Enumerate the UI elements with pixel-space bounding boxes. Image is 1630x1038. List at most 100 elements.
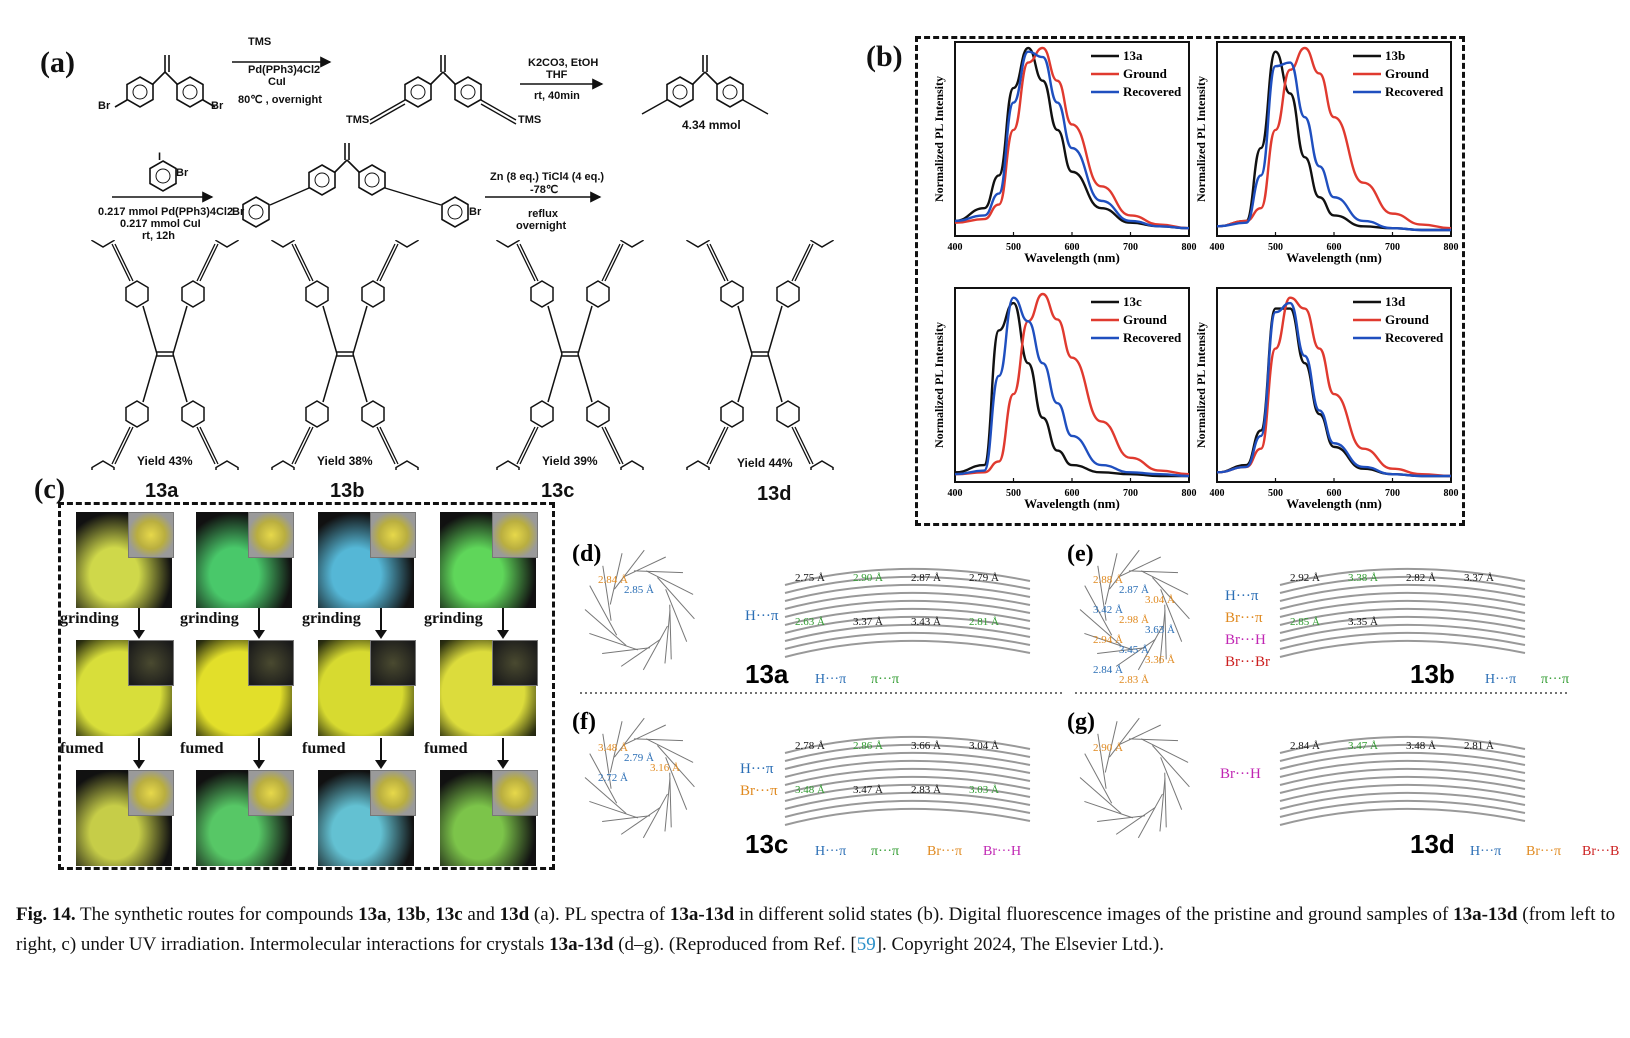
interaction-legend-item: π···π [871,844,899,859]
catalyst-label: 0.217 mmol Pd(PPh3)4Cl2 [98,206,234,218]
molecule-bond [1079,777,1122,814]
contact-distance: 2.63 Å [795,616,825,628]
series-line-ground [1216,296,1452,478]
molecule-bond [1117,556,1161,578]
x-tick-label: 800 [1182,488,1197,499]
contact-distance: 2.90 Å [853,572,883,584]
molecule-bond [1160,589,1183,642]
contact-distance: 2.98 Å [1119,614,1149,626]
bis-tms-benzophenone [369,55,517,125]
fluorescence-photo-fumed [196,770,292,866]
molecule-bond [584,609,627,646]
reference-link[interactable]: 59 [856,934,876,955]
crystal-packing [1279,735,1526,826]
cocatalyst-label: CuI [268,76,286,88]
process-arrow-icon [380,608,382,632]
molecule-chain [1279,623,1526,642]
molecule-bond [589,800,639,819]
process-arrow-icon [502,738,504,762]
crystal-packing [784,735,1031,826]
panel-label: (f) [572,709,596,735]
crystal-packing [784,567,1031,658]
tms-reagent: TMS [248,36,272,48]
crystal-packing [1279,567,1526,658]
caption-compound: 13a-13d [549,934,614,955]
contact-distance: 2.82 Å [1406,572,1436,584]
x-tick-label: 500 [1268,488,1283,499]
molecule-chain [1279,599,1526,618]
arrow-head-icon [253,630,265,639]
molecule-bond [1159,777,1166,832]
contact-distance: 2.87 Å [1119,584,1149,596]
molecule-bond [614,549,645,590]
contact-distance: 3.43 Å [911,616,941,628]
contact-distance: 2.88 Å [1093,574,1123,586]
crystal-structures: (d)2.84 Å2.85 Å2.75 Å 2.90 Å 2.87 Å 2.79 Å2… [572,541,1624,859]
molecule-bond [1097,647,1146,655]
x-tick-label: 800 [1182,242,1197,253]
contact-distance: 3.36 Å [1145,654,1175,666]
molecule-bond [1159,609,1166,664]
molecule-chain [784,607,1031,626]
crystal-compound-label: 13a [745,659,789,689]
fluorescence-grid: grinding fumed grinding fumed grinding fumed g… [58,502,555,870]
temperature-label: -78℃ [530,184,559,196]
fluorescence-photo-pristine [440,512,536,608]
arrow-head-icon [253,760,265,769]
fumed-label: fumed [180,740,224,757]
x-axis-label: Wavelength (nm) [1286,496,1382,511]
interaction-legend-item: Br···Br [1225,654,1270,670]
molecule-bond [1109,549,1140,590]
interaction-legend-item: Br···H [1225,632,1266,648]
contact-distance: 2.78 Å [795,740,825,752]
daylight-inset-photo [370,512,416,558]
molecule-chain [1279,799,1526,818]
molecule-chain [784,567,1031,586]
structure-13a [91,240,239,470]
molecule-chain [1279,743,1526,762]
panel-g: (g) 2.90 Å 2.84 Å 3.47 Å 3.48 Å 2.81 Å Br···H 1… [1067,709,1624,859]
mcmurry-reagent: Zn (8 eq.) TiCl4 (4 eq.) [490,171,605,183]
yield-13b: Yield 38% [317,454,373,468]
molecule-bond [1152,577,1190,620]
interaction-legend-item: π···π [1541,672,1569,687]
molecule-chain [1279,783,1526,802]
arrow-head-icon [375,760,387,769]
molecule-bond [1104,721,1118,773]
molecule-chain [784,807,1031,826]
caption-text: (d–g). (Reproduced from Ref. [ [613,934,857,955]
molecule-chain [784,575,1031,594]
series-line-13c [954,301,1189,478]
series-line-ground [1216,46,1452,230]
molecule-bond [1140,738,1189,763]
molecule-bond [657,745,695,788]
series-line-13a [954,46,1190,230]
x-tick-label: 400 [1210,242,1225,253]
molecule-chain [784,799,1031,818]
arrow-head-icon [497,630,509,639]
legend-entry: Recovered [1123,84,1182,99]
daylight-inset-photo [370,640,416,686]
contact-distance: 3.63 Å [1145,624,1175,636]
panel-c-frame [58,502,555,870]
structure-13d [686,240,834,470]
panel-d: (d) 2.84 Å2.85 Å 2.75 Å 2.90 Å 2.87 Å 2.79 Å 2… [572,541,1031,689]
br-label: Br [232,206,245,218]
legend-entry: 13a [1123,48,1143,63]
molecule-chain [784,735,1031,754]
molecule-bond [1084,753,1113,804]
br-label: Br [98,100,111,112]
compound-13a-label: 13a [145,480,179,502]
figure-caption: Fig. 14. The synthetic routes for compou… [16,900,1616,960]
iodobromobenzene [149,160,177,192]
legend-entry: Recovered [1385,330,1444,345]
br-label: Br [211,100,224,112]
cocatalyst-label: 0.217 mmol CuI [120,218,201,230]
contact-distance: 2.83 Å [1119,674,1149,686]
panel-a-label: (a) [40,46,75,79]
molecule-bond [633,570,684,574]
molecule-bond [609,721,623,773]
daylight-inset-photo [492,770,538,816]
daylight-inset-photo [492,640,538,686]
